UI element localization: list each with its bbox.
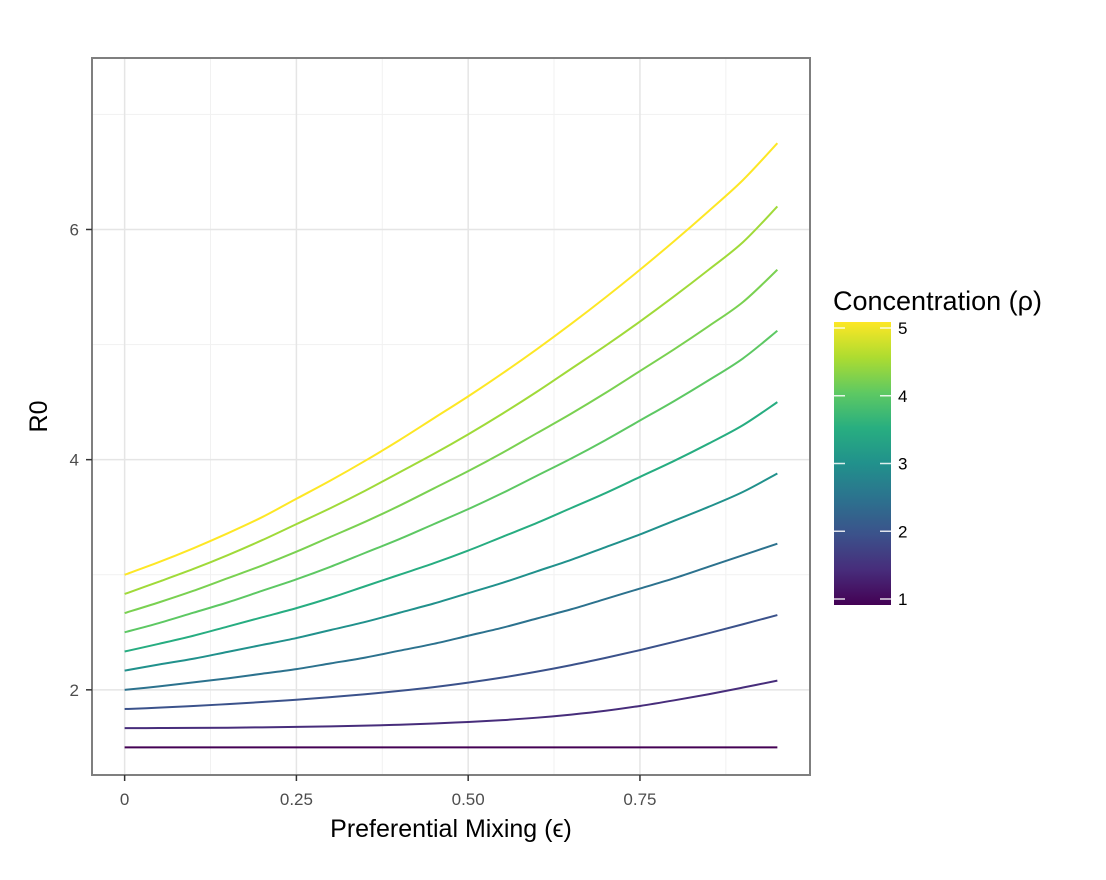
series-line [124,472,778,672]
x-tick-label: 0.25 [280,790,313,809]
panel-border [91,57,811,776]
grid-lines [92,58,810,775]
series-line [124,614,778,711]
y-tick-label: 2 [70,681,79,700]
x-axis-title: Preferential Mixing (ϵ) [330,815,572,843]
colorbar-tick-label: 5 [898,319,907,338]
series-line [124,329,778,634]
axes: 0 0.25 0.50 0.75 2 4 6 [70,220,657,809]
colorbar-legend: Concentration (ρ) 1 2 3 4 5 [833,286,1042,609]
series-line [124,679,778,730]
series-line [124,142,779,576]
series-line [124,269,779,615]
legend-title: Concentration (ρ) [833,286,1042,316]
series-line [124,205,779,595]
series-line [124,401,778,653]
x-tick-label: 0.75 [623,790,656,809]
x-tick-label: 0.50 [452,790,485,809]
y-tick-label: 6 [70,220,79,239]
colorbar-tick-label: 4 [898,387,907,406]
colorbar-tick-label: 1 [898,590,907,609]
y-axis-title: R0 [25,401,53,433]
x-tick-label: 0 [120,790,129,809]
colorbar-ticks: 1 2 3 4 5 [834,319,907,609]
series-lines [124,142,779,749]
y-tick-label: 4 [70,451,79,470]
series-line [124,542,778,691]
colorbar-tick-label: 2 [898,522,907,541]
colorbar-tick-label: 3 [898,455,907,474]
